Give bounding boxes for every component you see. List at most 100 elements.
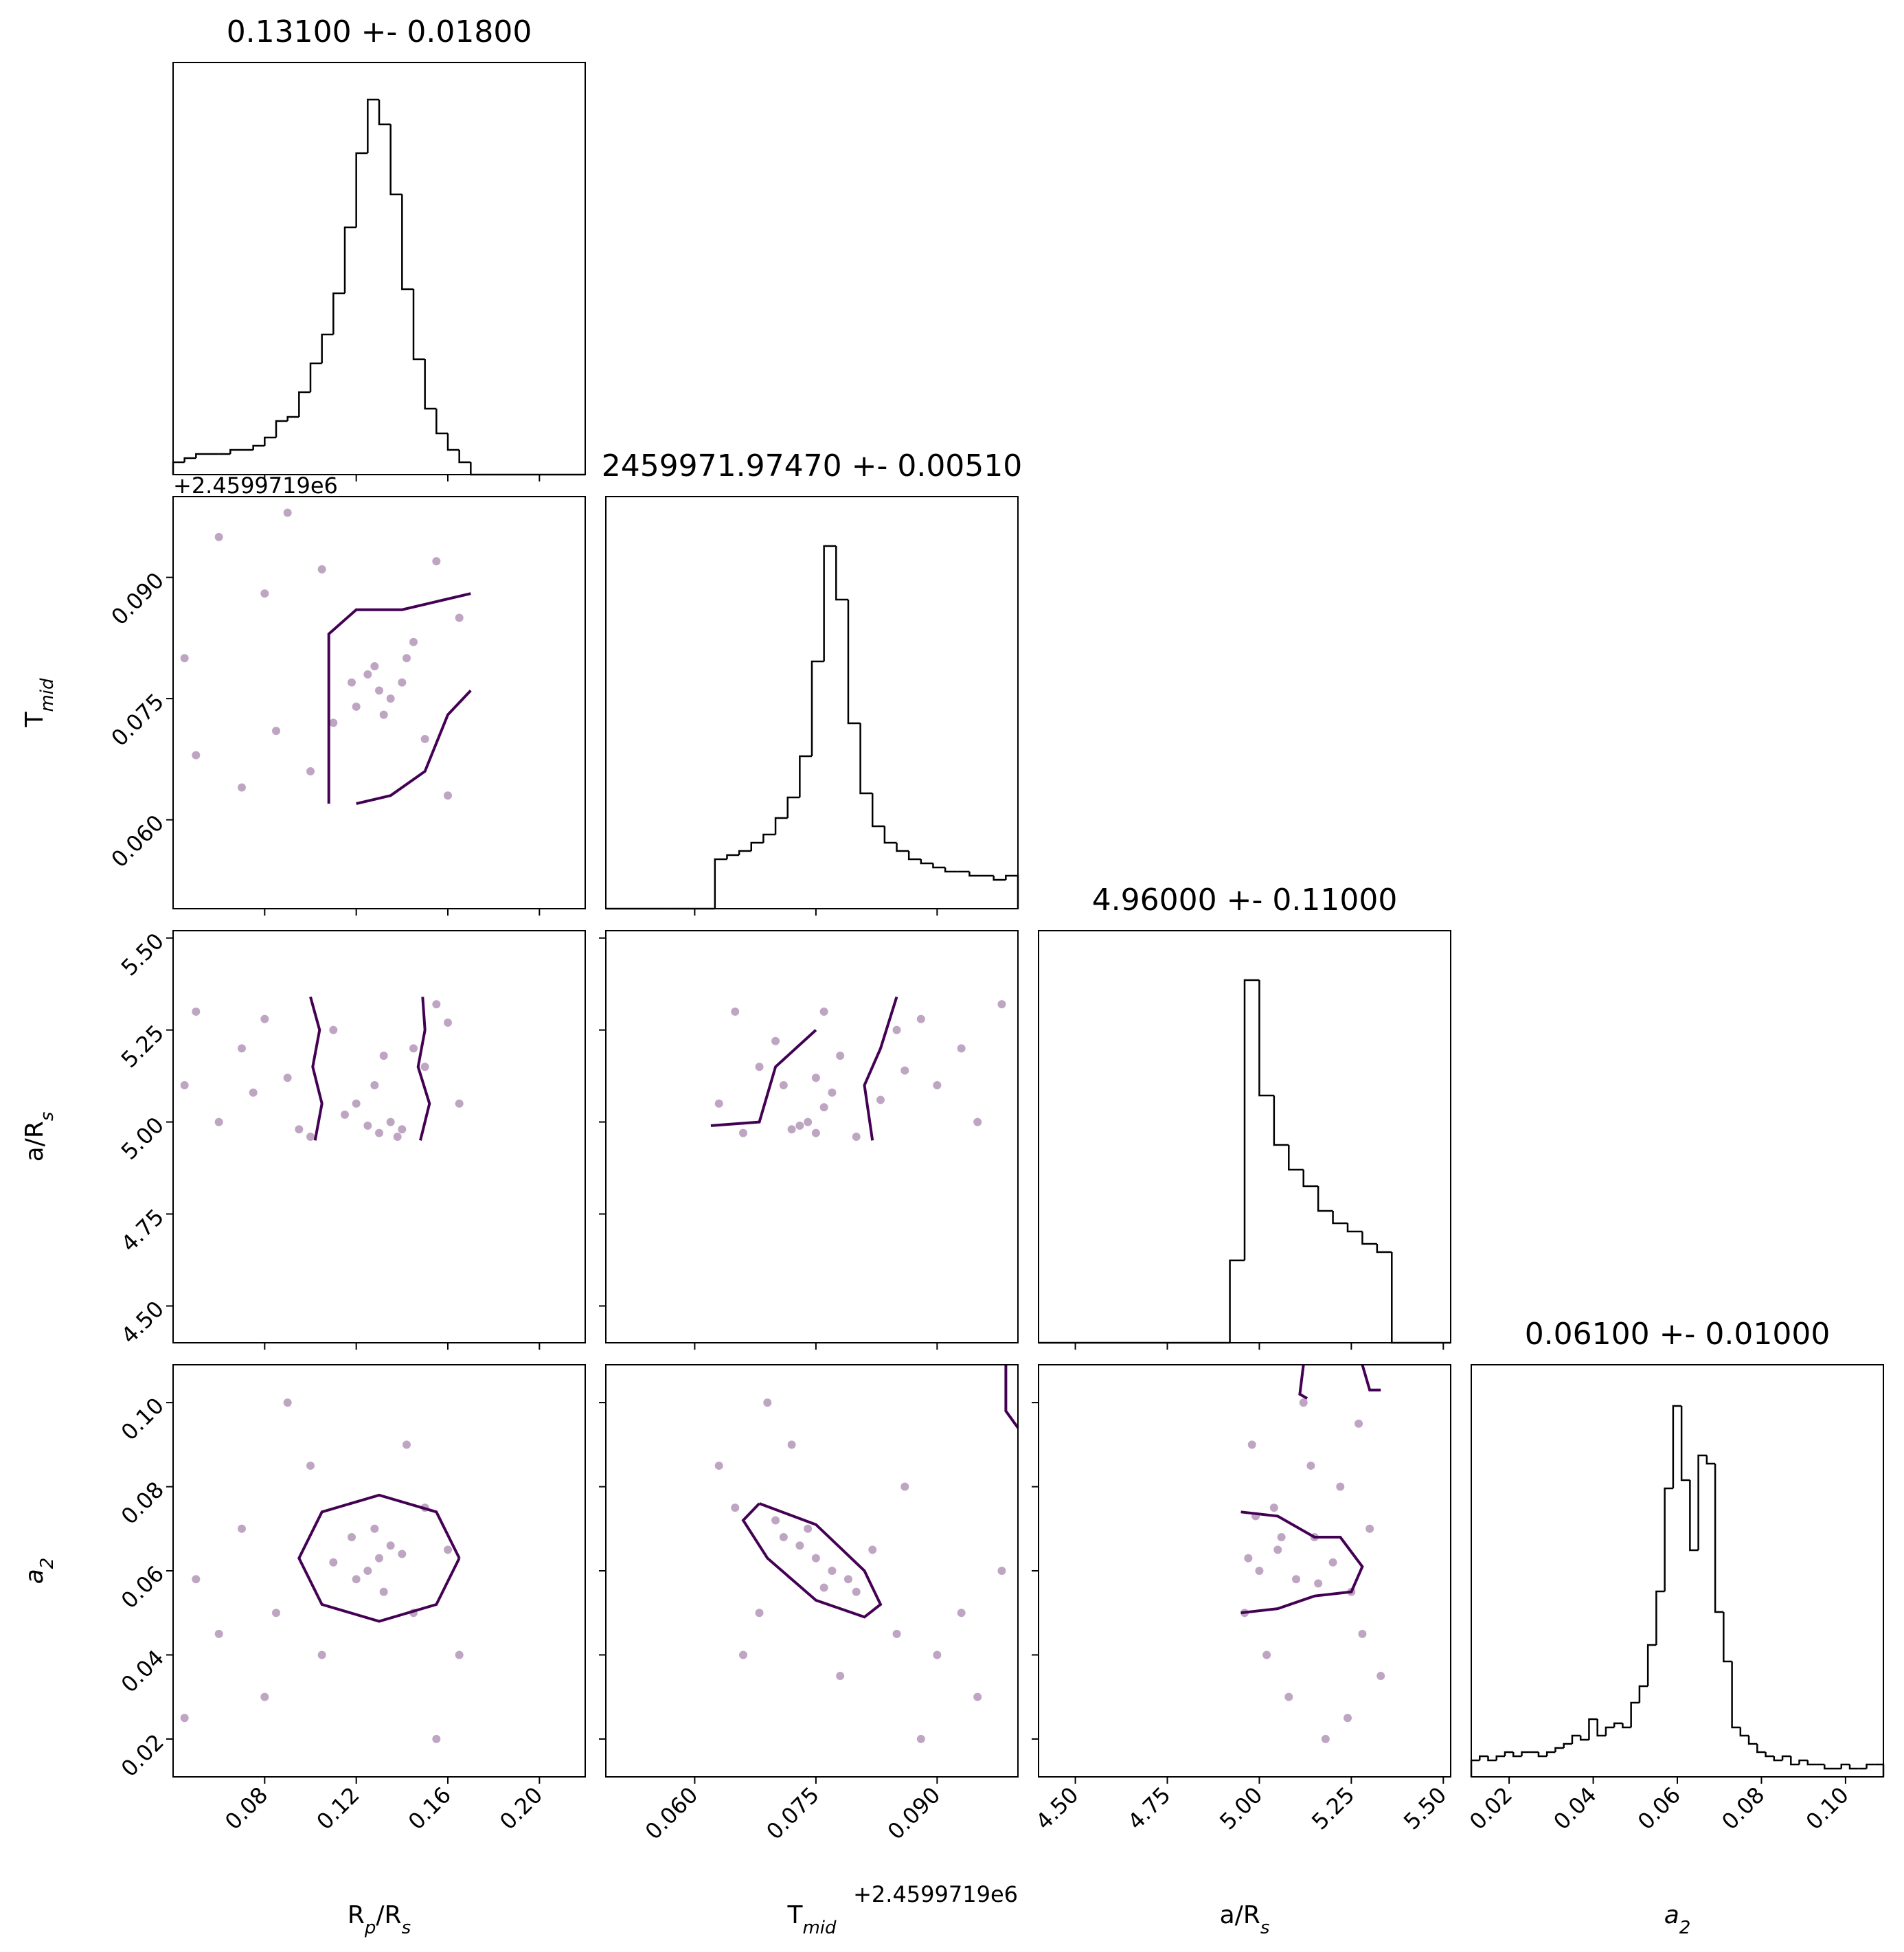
scatter-point (398, 678, 407, 687)
panel (166, 496, 586, 916)
scatter-point (933, 1650, 942, 1659)
histogram-bin (920, 859, 933, 865)
histogram-bin (1288, 1145, 1304, 1171)
histogram-bin (1756, 1744, 1766, 1754)
scatter-point (214, 532, 223, 541)
histogram-bin (298, 391, 310, 417)
scatter-point (795, 1121, 804, 1130)
y-tick-label: 5.50 (116, 928, 169, 981)
y-axis-label: a/Rs (21, 1112, 58, 1162)
scatter-point (1358, 1629, 1367, 1638)
scatter-point (1344, 1714, 1352, 1723)
scatter-point (432, 1000, 441, 1009)
scatter-point (868, 1545, 877, 1554)
scatter-point (180, 654, 189, 663)
scatter-point (306, 1133, 315, 1141)
histogram-bin (750, 841, 764, 851)
scatter-point (352, 702, 361, 711)
histogram-bin (1790, 1756, 1800, 1766)
scatter-point (1273, 1545, 1282, 1554)
scatter-point (363, 670, 372, 679)
histogram-bin (1571, 1734, 1581, 1744)
scatter-point (997, 1567, 1006, 1575)
histogram-bin (1705, 1455, 1716, 1465)
histogram-bin (811, 660, 824, 756)
histogram-bin (1605, 1726, 1615, 1736)
histogram-bin (1391, 1252, 1407, 1344)
axis-label-part: s (1260, 1918, 1270, 1938)
histogram-bin (944, 867, 957, 873)
histogram-bin (412, 289, 425, 361)
histogram-bin (1806, 1760, 1817, 1766)
scatter-point (852, 1133, 861, 1141)
histogram-bin (1470, 1759, 1480, 1777)
histogram-bin (1655, 1590, 1665, 1645)
scatter-point (403, 654, 411, 663)
y-tick-label: 5.25 (116, 1020, 169, 1073)
scatter-point (957, 1609, 966, 1618)
y-tick-label: 5.00 (116, 1112, 169, 1165)
scatter-point (398, 1125, 407, 1134)
histogram-bin (1781, 1755, 1791, 1760)
y-tick-label: 0.075 (106, 688, 169, 751)
histogram-bin (1317, 1186, 1333, 1212)
axis-label-part: a (1664, 1901, 1679, 1929)
histogram-bin (1697, 1454, 1707, 1550)
scatter-point (1244, 1554, 1253, 1563)
scatter-point (432, 1734, 441, 1743)
scatter-point (260, 1692, 269, 1701)
histogram-bin (932, 863, 946, 869)
scatter-point (1376, 1672, 1385, 1681)
scatter-point (1277, 1533, 1286, 1542)
histogram-bin (1376, 1244, 1392, 1253)
histogram-bin (355, 152, 368, 227)
x-tick-label: 0.10 (1801, 1782, 1854, 1835)
scatter-point (375, 1128, 383, 1137)
scatter-point (379, 710, 388, 719)
scatter-point (1292, 1575, 1300, 1584)
panel (605, 496, 1019, 916)
scatter-point (180, 1714, 189, 1723)
histogram-bin (1874, 1763, 1885, 1777)
histogram-bin (286, 416, 299, 421)
histogram-bin (1478, 1755, 1488, 1760)
histogram-bin (871, 793, 885, 828)
panel (166, 930, 586, 1350)
y-tick-label: 4.50 (116, 1296, 169, 1349)
histogram-bin (1866, 1763, 1875, 1769)
contour (327, 592, 472, 806)
contour (297, 1493, 461, 1623)
scatter-point (444, 791, 452, 800)
histogram-bin (343, 226, 356, 293)
scatter-point (398, 1550, 407, 1558)
histogram-bin (1273, 1096, 1289, 1146)
y-tick-label: 0.08 (116, 1477, 169, 1530)
scatter-point (811, 1074, 820, 1082)
histogram-bin (252, 444, 265, 450)
axis-label-part: R (348, 1901, 365, 1929)
scatter-point (420, 734, 429, 743)
scatter-point (444, 1018, 452, 1027)
scatter-point (249, 1088, 258, 1097)
scatter-point (238, 1044, 246, 1053)
x-axis-label: a2 (1664, 1901, 1691, 1938)
x-axis-label: a/Rs (1220, 1901, 1270, 1938)
axis-label-part: 2 (37, 1558, 58, 1569)
histogram-bin (275, 420, 288, 438)
histogram-bin (1495, 1755, 1505, 1760)
panel (599, 930, 1019, 1350)
histogram-bin (726, 854, 740, 859)
x-tick-label: 0.12 (311, 1782, 364, 1835)
axis-label-part: mid (802, 1918, 837, 1938)
y-axis-label: Tmid (21, 678, 58, 728)
scatter-point (409, 637, 418, 646)
scatter-point (272, 1609, 280, 1618)
histogram-bin (1512, 1752, 1522, 1758)
y-tick-label: 4.75 (116, 1204, 169, 1257)
histogram-bin (1731, 1661, 1741, 1729)
histogram-bin (847, 600, 861, 725)
scatter-point (763, 1398, 772, 1407)
x-tick-label: 0.08 (1716, 1782, 1769, 1835)
histogram-bin (1773, 1756, 1783, 1762)
scatter-point (329, 718, 338, 727)
